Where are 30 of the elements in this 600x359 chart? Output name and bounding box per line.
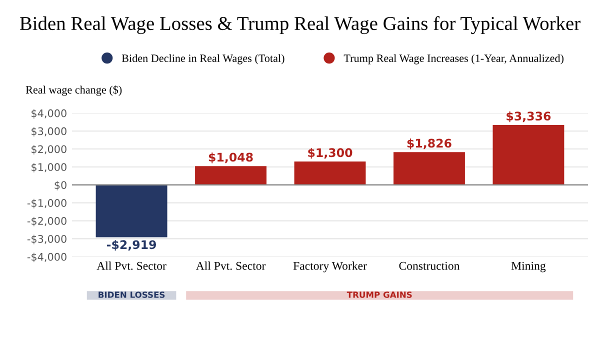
x-tick-label: All Pvt. Sector	[196, 262, 266, 270]
y-tick-label: $3,000	[32, 127, 66, 137]
text: TRUMP GAINS	[346, 292, 412, 298]
text: BIDEN LOSSES	[98, 292, 165, 298]
x-tick-label: All Pvt. Sector	[96, 262, 166, 270]
data-label: $1,300	[308, 148, 352, 159]
y-tick-label: $4,000	[32, 109, 66, 119]
chart-title: Biden Real Wage Losses & Trump Real Wage Gains for Typical Worker	[20, 16, 580, 34]
data-label: $1,048	[208, 152, 253, 164]
x-tick-label: Construction	[399, 262, 460, 270]
legend-label: Trump Real Wage Increases (1-Year, Annualized)	[344, 54, 564, 64]
y-tick-label: $1,000	[32, 162, 66, 172]
bar	[294, 162, 366, 185]
y-tick-label: $2,000	[32, 145, 66, 154]
bar	[492, 125, 564, 185]
x-tick-label: Factory Worker	[293, 262, 367, 272]
x-tick-label: Mining	[511, 262, 546, 272]
bar	[195, 166, 266, 185]
data-label: $1,826	[407, 138, 452, 150]
bar	[394, 152, 465, 185]
y-axis-title: Real wage change ($)	[26, 85, 122, 96]
bar	[96, 184, 168, 238]
y-tick-label: -$2,000	[27, 216, 66, 226]
y-tick-label: -$4,000	[27, 252, 66, 262]
y-tick-label: -$3,000	[27, 234, 66, 244]
y-tick-label: $0	[54, 180, 66, 190]
y-tick-label: -$1,000	[27, 198, 66, 208]
data-label: -$2,919	[106, 240, 156, 251]
legend-label: Biden Decline in Real Wages (Total)	[122, 54, 284, 64]
data-label: $3,336	[506, 111, 551, 122]
